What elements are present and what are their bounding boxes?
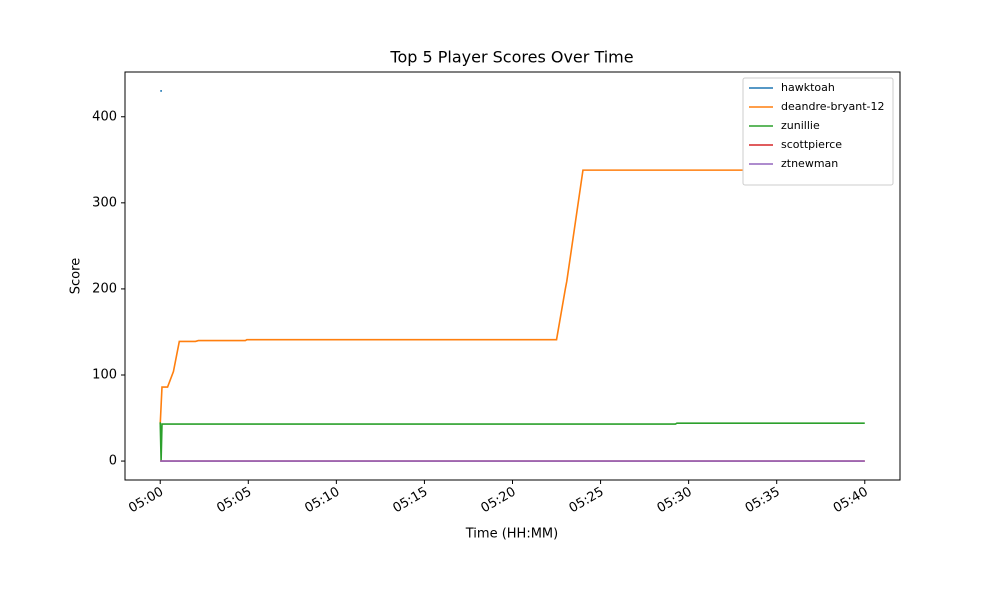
x-tick-label: 05:10 <box>302 484 342 516</box>
legend: hawktoah deandre-bryant-12 zunillie scottpi… <box>742 77 894 186</box>
plot-frame <box>124 71 901 481</box>
legend-label: deandre-bryant-12 <box>781 100 884 113</box>
y-tick-label: 0 <box>109 454 117 469</box>
legend-label: zunillie <box>781 119 820 132</box>
y-tick-label: 300 <box>92 195 117 210</box>
y-tick-label: 400 <box>92 109 117 124</box>
x-tick-label: 05:15 <box>390 484 430 516</box>
x-tick-label: 05:05 <box>214 484 254 516</box>
x-tick-label: 05:30 <box>655 484 695 516</box>
x-axis-label: Time (HH:MM) <box>465 527 558 542</box>
series-line <box>159 169 865 425</box>
y-tick-label: 200 <box>92 281 117 296</box>
x-tick-label: 05:20 <box>479 484 519 516</box>
legend-label: ztnewman <box>781 157 838 170</box>
x-tick-label: 05:25 <box>567 484 607 516</box>
legend-label: scottpierce <box>781 138 842 151</box>
legend-label: hawktoah <box>781 81 835 94</box>
y-tick-label: 100 <box>92 367 117 382</box>
legend-box <box>742 77 894 186</box>
y-axis-label: Score <box>69 258 84 294</box>
chart-title: Top 5 Player Scores Over Time <box>389 48 633 67</box>
series-line <box>159 422 865 462</box>
x-tick-label: 05:35 <box>743 484 783 516</box>
x-tick-label: 05:40 <box>831 484 871 516</box>
x-tick-label: 05:00 <box>126 484 166 516</box>
